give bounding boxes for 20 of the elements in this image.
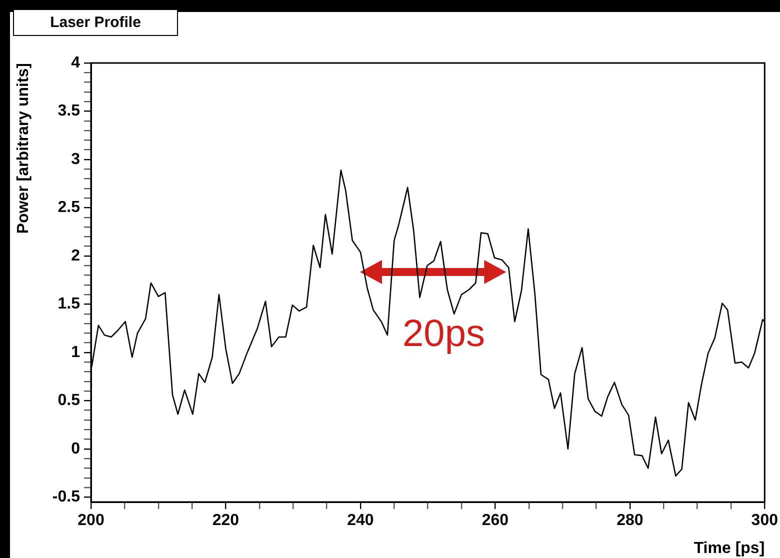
y-tick-label: 3.5 xyxy=(58,102,80,120)
y-tick-label: 0.5 xyxy=(58,392,80,410)
y-tick-label: 2.5 xyxy=(58,199,80,216)
y-tick-label: 1 xyxy=(71,344,80,361)
annotation: 20ps xyxy=(402,312,485,355)
x-axis-title: Time [ps] xyxy=(694,540,765,557)
x-tick-label: 260 xyxy=(482,512,509,530)
x-tick-label: 220 xyxy=(212,512,240,530)
chart-title: Laser Profile xyxy=(13,9,178,36)
x-tick-label: 280 xyxy=(616,512,644,530)
x-tick-label: 200 xyxy=(78,512,104,530)
y-tick-label: 1.5 xyxy=(58,296,80,313)
y-tick-label: 4 xyxy=(71,54,80,72)
x-tick-label: 300 xyxy=(751,512,778,530)
y-tick-label: 3 xyxy=(71,150,80,168)
y-tick-label: 0 xyxy=(71,440,80,458)
y-tick-label: 2 xyxy=(71,247,80,264)
x-tick-label: 240 xyxy=(347,512,374,530)
y-tick-label: -0.5 xyxy=(52,488,80,506)
y-axis-title: Power [arbitrary units] xyxy=(15,63,32,234)
